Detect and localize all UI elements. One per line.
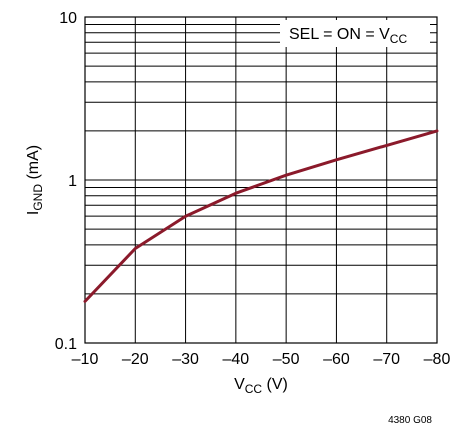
x-tick-label: –60	[323, 351, 350, 368]
x-tick-label: –70	[373, 351, 400, 368]
x-tick-label: –50	[273, 351, 300, 368]
x-tick-label: –80	[424, 351, 450, 368]
y-tick-label: 0.1	[55, 336, 77, 353]
series-line	[83, 129, 439, 303]
legend-background	[280, 20, 430, 47]
x-tick-label: –10	[72, 351, 99, 368]
x-tick-label: –20	[122, 351, 149, 368]
y-tick-labels: 0.1 1 10	[55, 10, 77, 353]
y-axis-label: IGND (mA)	[25, 145, 45, 215]
y-tick-label: 1	[68, 173, 77, 190]
figure-id: 4380 G08	[388, 415, 432, 426]
legend: SEL = ON = VCC	[280, 20, 430, 47]
x-tick-label: –40	[223, 351, 250, 368]
x-tick-label: –30	[172, 351, 199, 368]
y-tick-label: 10	[59, 10, 77, 27]
series-layer	[83, 129, 439, 303]
x-axis-label: VCC (V)	[234, 376, 288, 396]
legend-label: SEL = ON = VCC	[289, 26, 407, 46]
x-tick-labels: –10 –20 –30 –40 –50 –60 –70 –80	[72, 351, 450, 368]
plot-frame	[84, 16, 438, 344]
grid	[85, 17, 437, 343]
